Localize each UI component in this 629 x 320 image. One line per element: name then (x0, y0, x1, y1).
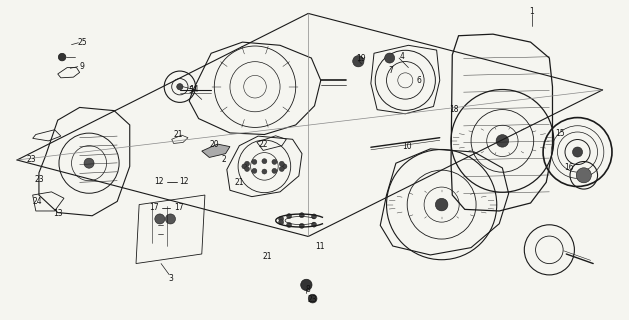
Circle shape (155, 214, 165, 224)
Circle shape (242, 164, 247, 169)
Polygon shape (202, 144, 230, 157)
Text: 12: 12 (155, 177, 164, 186)
Text: 17: 17 (148, 203, 159, 212)
Circle shape (177, 84, 183, 90)
Text: 19: 19 (357, 54, 366, 63)
Circle shape (311, 214, 316, 219)
Text: 25: 25 (78, 38, 87, 47)
Circle shape (308, 294, 317, 303)
Circle shape (272, 168, 277, 173)
Text: 22: 22 (259, 140, 268, 148)
Circle shape (262, 159, 267, 164)
Circle shape (353, 56, 364, 67)
Text: 12: 12 (179, 177, 189, 186)
Circle shape (301, 279, 312, 291)
Text: 24: 24 (33, 197, 43, 206)
Text: 15: 15 (555, 129, 565, 138)
Text: 23: 23 (26, 155, 36, 164)
Circle shape (385, 53, 394, 63)
Text: 7: 7 (389, 66, 393, 75)
Circle shape (279, 216, 284, 221)
Circle shape (279, 166, 284, 172)
Circle shape (252, 168, 257, 173)
Text: 1: 1 (530, 7, 534, 16)
Circle shape (576, 168, 591, 183)
Text: 3: 3 (168, 274, 173, 283)
Text: 6: 6 (416, 76, 421, 85)
Circle shape (287, 214, 292, 219)
Circle shape (58, 53, 66, 61)
Text: 17: 17 (174, 203, 184, 212)
Circle shape (299, 223, 304, 228)
Text: 16: 16 (565, 164, 574, 172)
Circle shape (245, 161, 250, 166)
Text: 23: 23 (308, 295, 318, 304)
Circle shape (245, 166, 250, 172)
Circle shape (252, 159, 257, 164)
Circle shape (279, 161, 284, 166)
Text: 4: 4 (400, 52, 404, 61)
Text: 20: 20 (209, 140, 219, 149)
Text: 5: 5 (188, 86, 193, 95)
Circle shape (287, 222, 292, 228)
Text: 14: 14 (189, 85, 199, 94)
Text: 21: 21 (235, 178, 244, 187)
Text: 21: 21 (263, 252, 272, 261)
Text: 13: 13 (53, 209, 62, 218)
Circle shape (311, 222, 316, 227)
Circle shape (262, 169, 267, 174)
Circle shape (279, 220, 284, 225)
Circle shape (272, 159, 277, 164)
Circle shape (496, 135, 509, 147)
Text: 8: 8 (306, 285, 311, 294)
Text: 9: 9 (79, 61, 84, 70)
Text: 23: 23 (34, 175, 44, 184)
Circle shape (299, 213, 304, 218)
Text: 18: 18 (448, 105, 459, 114)
Text: 11: 11 (314, 242, 325, 251)
Circle shape (165, 214, 175, 224)
Text: 10: 10 (403, 142, 412, 151)
Text: 2: 2 (221, 155, 226, 164)
Circle shape (84, 158, 94, 168)
Circle shape (572, 147, 582, 157)
Text: 21: 21 (173, 130, 182, 139)
Circle shape (282, 164, 287, 169)
Circle shape (435, 198, 448, 211)
